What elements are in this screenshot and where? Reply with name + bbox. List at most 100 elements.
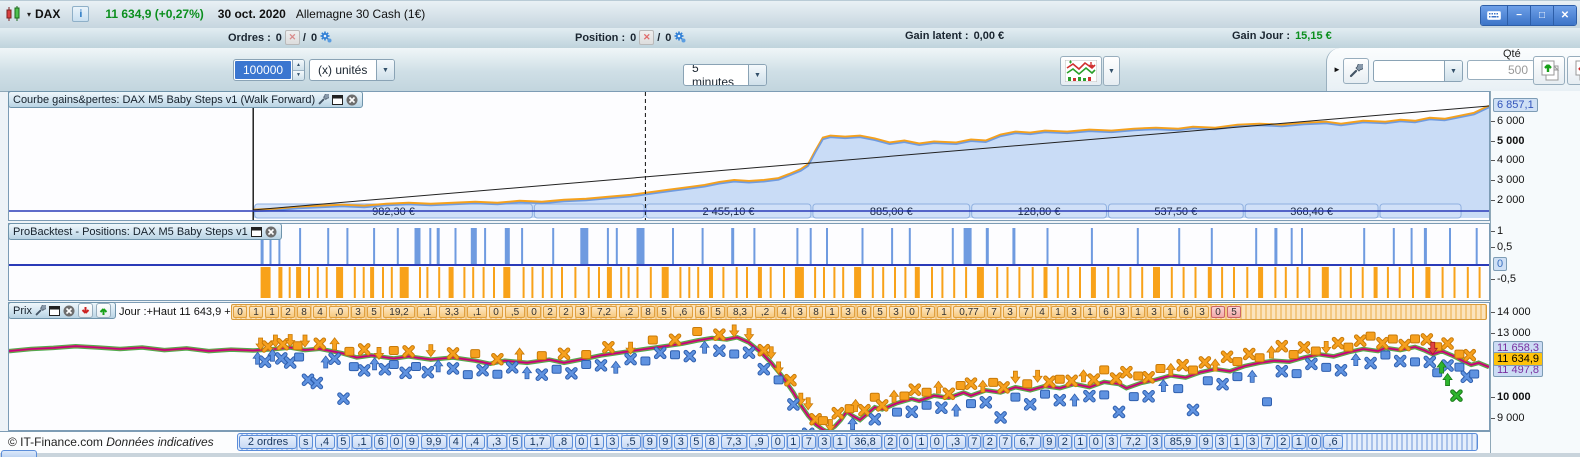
order-type-arrow-icon[interactable]: ▼ [1444, 61, 1462, 81]
position-bar-long [260, 228, 264, 265]
instrument-dropdown-caret-icon[interactable]: ▾ [27, 9, 32, 19]
info-icon[interactable]: i [72, 6, 90, 22]
position-bar-short [1006, 267, 1009, 298]
price-axis-column[interactable]: 6 000 5 000 4 000 3 000 2 000 6 857,1 1 0,5 0 -0,… [1490, 91, 1580, 457]
trade-gain-fragment: 2 [543, 306, 557, 318]
position-bar-short [463, 267, 466, 298]
buy-shortcut-icon[interactable] [95, 303, 111, 318]
unit-mode-arrow-icon[interactable]: ▼ [376, 60, 394, 80]
unit-mode-select[interactable]: (x) unités ▼ [309, 59, 395, 81]
position-settings-gear-icon[interactable] [673, 31, 687, 44]
collapsed-pane-tab[interactable] [1, 450, 37, 457]
footer-bar: © IT-Finance.com Données indicatives 2 o… [0, 431, 1490, 454]
close-button[interactable]: ✕ [1553, 6, 1576, 25]
position-bar-long [429, 228, 432, 265]
trade-marker-square [921, 400, 932, 410]
sell-shortcut-icon[interactable] [77, 303, 93, 318]
orders-settings-gear-icon[interactable] [319, 31, 333, 44]
trade-gain-fragment: 0 [527, 306, 541, 318]
positions-pane-tab[interactable]: ProBacktest - Positions: DAX M5 Baby Ste… [8, 223, 282, 240]
trade-marker-x [714, 329, 725, 341]
order-fragment: 7,3 [720, 435, 747, 449]
position-bar-short [260, 267, 271, 298]
equity-detach-window-icon[interactable] [332, 94, 344, 105]
last-price-label: 11 634,9 [1493, 352, 1544, 366]
position-bar-short [1398, 267, 1401, 298]
trade-marker-square [1343, 342, 1354, 352]
price-detach-window-icon[interactable] [48, 305, 60, 316]
equity-axis-tick: 6 000 [1491, 114, 1525, 127]
order-fragment: 3 [1104, 435, 1118, 449]
trade-marker-arrow [369, 357, 380, 371]
position-bar-long [1290, 228, 1293, 265]
trade-gain-fragment: 4 [1035, 306, 1049, 318]
equity-settings-wrench-icon[interactable] [318, 94, 330, 105]
order-fragment: 9,9 [420, 435, 447, 449]
chart-style-button[interactable] [1060, 56, 1102, 86]
trade-marker-square [1232, 372, 1243, 382]
equity-chart[interactable]: 982,30 € 2 455,10 € 885,00 € 128,80 € 537,50… [9, 92, 1489, 220]
qty-input[interactable]: 500 [1467, 60, 1535, 80]
position-label: Position : [575, 31, 626, 44]
trade-gain-fragment: 5 [711, 306, 725, 318]
positions-close-icon[interactable] [265, 226, 277, 238]
position-bar-long [521, 228, 524, 265]
quantity-stepper[interactable]: 100000 ▲ ▼ [233, 59, 305, 81]
order-type-select[interactable]: ▼ [1373, 60, 1463, 82]
order-settings-button[interactable] [1343, 58, 1369, 84]
position-bar-short [697, 267, 700, 298]
trade-marker-x [302, 374, 314, 386]
trade-marker-square [1262, 397, 1272, 407]
order-fragment: 2 [1276, 435, 1290, 449]
position-bar-long [606, 228, 609, 265]
positions-detach-window-icon[interactable] [250, 226, 262, 237]
trade-gain-fragment: 5 [657, 306, 671, 318]
position-slash: / [657, 31, 661, 44]
order-fragment: 2 [883, 435, 897, 449]
trade-marker-square [1380, 350, 1391, 360]
panel-collapse-arrow-icon[interactable]: ► [1333, 65, 1341, 74]
position-bar-short [1478, 267, 1481, 298]
buy-button[interactable] [1533, 56, 1565, 85]
trade-marker-x [936, 402, 947, 414]
position-bar-short [1466, 267, 1469, 298]
price-chart[interactable] [9, 303, 1489, 430]
position-bar-short [679, 267, 682, 298]
timeframe-arrow-icon[interactable]: ▼ [748, 65, 766, 85]
price-settings-wrench-icon[interactable] [35, 305, 46, 316]
position-bar-short [541, 267, 544, 298]
timeframe-select[interactable]: 5 minutes ▼ [683, 64, 767, 86]
quantity-spinner[interactable]: ▲ ▼ [292, 60, 304, 80]
price-pane-tab[interactable]: Prix [8, 302, 116, 319]
quantity-value[interactable]: 100000 [235, 61, 292, 79]
position-bar-long [963, 228, 972, 265]
equity-close-icon[interactable] [346, 94, 358, 106]
trade-marker-arrow [284, 334, 296, 348]
spin-down-icon[interactable]: ▼ [293, 70, 304, 80]
sell-button[interactable] [1567, 56, 1580, 85]
trade-marker-x [558, 348, 570, 360]
keyboard-icon[interactable] [1481, 6, 1507, 25]
maximize-button[interactable]: □ [1530, 6, 1553, 25]
order-fragment: 4 [449, 435, 463, 449]
trade-gain-fragment: 6 [695, 306, 709, 318]
positions-chart[interactable] [9, 224, 1489, 300]
trade-marker-arrow [625, 341, 636, 355]
position-bar-short [722, 267, 725, 298]
trade-marker-x [1421, 334, 1433, 345]
price-close-icon[interactable] [63, 305, 75, 317]
cancel-orders-icon[interactable]: ✕ [284, 30, 300, 45]
equity-pane-tab[interactable]: Courbe gains&pertes: DAX M5 Baby Steps v… [8, 91, 364, 108]
chart-style-dropdown-icon[interactable]: ▼ [1103, 56, 1120, 86]
instrument-name[interactable]: DAX [35, 7, 61, 21]
close-position-icon[interactable]: ✕ [639, 30, 655, 45]
order-fragment: ,4 [464, 435, 485, 449]
position-bar-long [1423, 228, 1427, 265]
minimize-button[interactable]: − [1507, 6, 1530, 25]
spin-up-icon[interactable]: ▲ [293, 60, 304, 71]
order-fragment: 5 [508, 435, 522, 449]
trade-marker-square [955, 381, 966, 391]
position-bar-short [1258, 267, 1264, 298]
trade-marker-x [1464, 349, 1476, 361]
trade-marker-x [1143, 391, 1154, 402]
